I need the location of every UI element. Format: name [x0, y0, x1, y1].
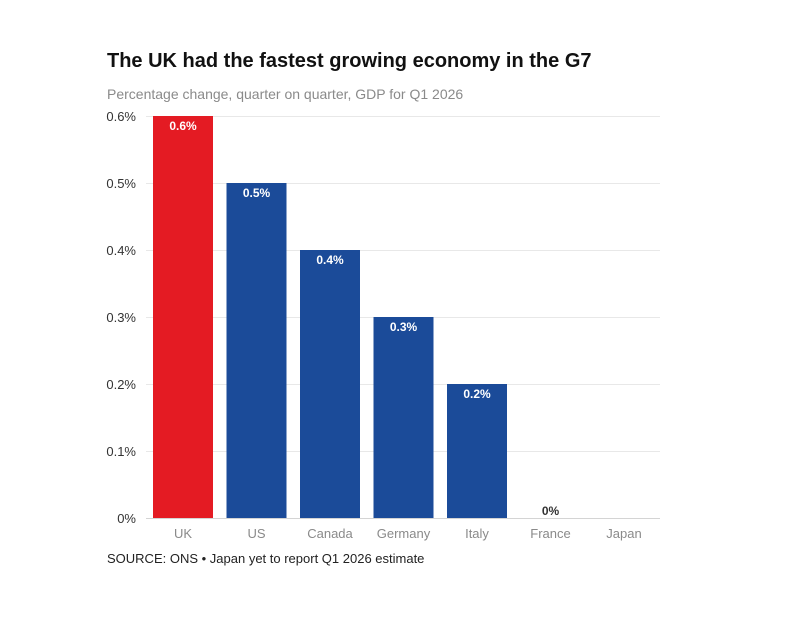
- y-axis-ticks: 0% 0.1% 0.2% 0.3% 0.4% 0.5% 0.6%: [106, 109, 136, 526]
- x-tick-label: US: [247, 526, 265, 541]
- chart-title: The UK had the fastest growing economy i…: [107, 50, 592, 72]
- chart-subtitle: Percentage change, quarter on quarter, G…: [107, 86, 464, 102]
- bar-germany: [373, 317, 434, 518]
- y-tick-label: 0.3%: [106, 310, 136, 325]
- x-tick-label: Canada: [307, 526, 353, 541]
- x-axis-ticks: UK US Canada Germany Italy France Japan: [174, 526, 642, 541]
- x-tick-label: France: [530, 526, 570, 541]
- x-tick-label: Germany: [377, 526, 431, 541]
- data-label: 0.6%: [169, 119, 197, 133]
- bar-us: [226, 183, 287, 518]
- bar-uk: [153, 116, 213, 518]
- source-note: SOURCE: ONS • Japan yet to report Q1 202…: [107, 551, 425, 566]
- data-label: 0.2%: [463, 387, 491, 401]
- y-tick-label: 0.1%: [106, 444, 136, 459]
- y-tick-label: 0.6%: [106, 109, 136, 124]
- data-label: 0.3%: [390, 320, 418, 334]
- y-tick-label: 0.2%: [106, 377, 136, 392]
- x-tick-label: Japan: [606, 526, 641, 541]
- y-tick-label: 0.5%: [106, 176, 136, 191]
- y-tick-label: 0%: [117, 511, 136, 526]
- x-tick-label: UK: [174, 526, 192, 541]
- x-tick-label: Italy: [465, 526, 489, 541]
- y-tick-label: 0.4%: [106, 243, 136, 258]
- bar-italy: [447, 384, 507, 518]
- data-label: 0.5%: [243, 186, 271, 200]
- data-label: 0%: [542, 504, 560, 518]
- bars: 0.6% 0.5% 0.4% 0.3% 0.2% 0%: [153, 116, 560, 518]
- data-label: 0.4%: [316, 253, 344, 267]
- bar-canada: [300, 250, 360, 518]
